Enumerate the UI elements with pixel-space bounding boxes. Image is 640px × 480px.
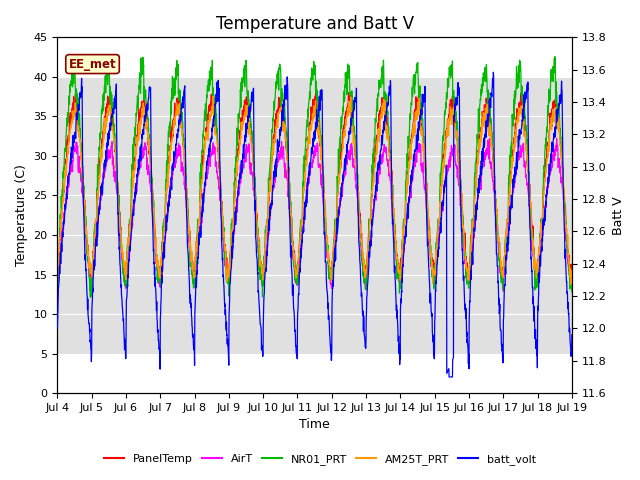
- Bar: [58, 77, 572, 354]
- X-axis label: Time: Time: [300, 419, 330, 432]
- Legend: PanelTemp, AirT, NR01_PRT, AM25T_PRT, batt_volt: PanelTemp, AirT, NR01_PRT, AM25T_PRT, ba…: [100, 450, 540, 469]
- Title: Temperature and Batt V: Temperature and Batt V: [216, 15, 413, 33]
- Text: EE_met: EE_met: [68, 58, 116, 71]
- Y-axis label: Temperature (C): Temperature (C): [15, 164, 28, 266]
- Y-axis label: Batt V: Batt V: [612, 196, 625, 235]
